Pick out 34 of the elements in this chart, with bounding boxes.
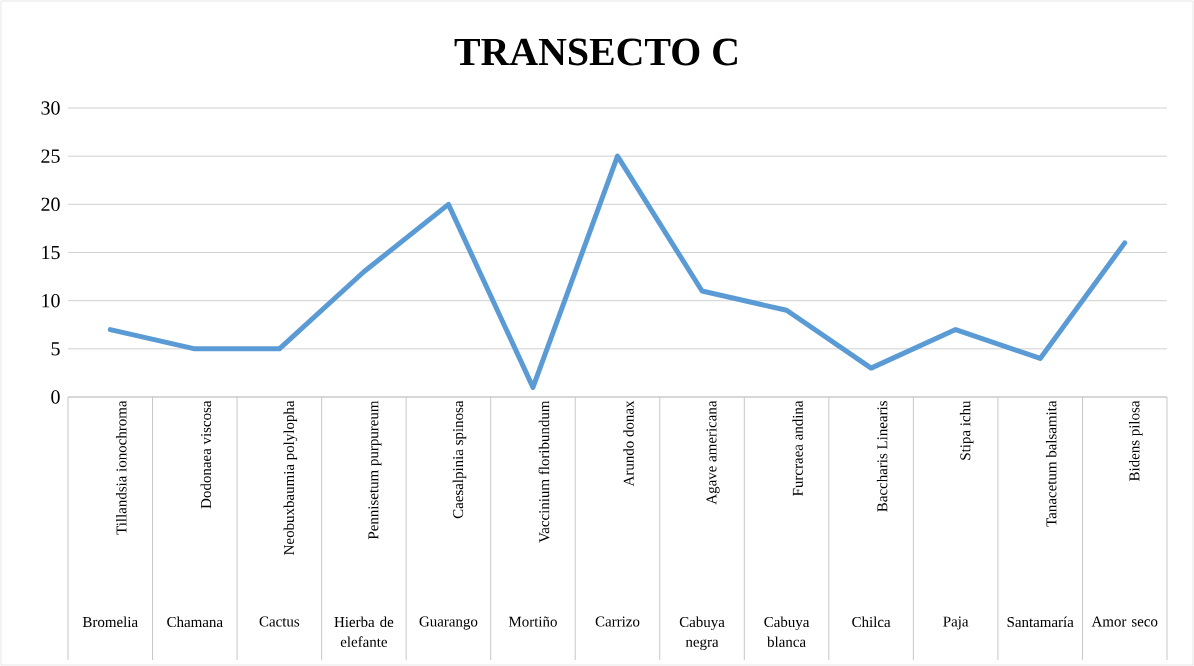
y-tick-label: 5 <box>51 342 60 356</box>
x-tick-label: Arundo donax <box>623 400 634 487</box>
text: Amor seco <box>1091 616 1158 627</box>
y-tick-label: 10 <box>42 293 60 308</box>
x-tick-label: Stipa ichu <box>959 400 974 460</box>
text: Chilca <box>852 616 891 628</box>
x-tick-label: Furcraea andina <box>792 400 803 496</box>
x-tick-label: Bidens pilosa <box>1128 400 1143 482</box>
text: Chamana <box>167 616 223 628</box>
x-tick-label: Agave americana <box>706 400 720 505</box>
x-tick-label: Baccharis Linearis <box>876 401 888 512</box>
text: Paja <box>943 616 969 630</box>
chart-title: TRANSECTO C <box>454 38 737 66</box>
y-tick-label: 30 <box>41 101 60 115</box>
y-tick-label: 20 <box>41 197 60 212</box>
text: Carrizo <box>595 616 640 627</box>
text: Cabuya blanca <box>764 616 810 647</box>
y-tick-label: 25 <box>41 149 60 163</box>
text: Bromelia <box>82 616 138 628</box>
text: Hierba de elefante <box>334 616 394 647</box>
text: Santamaría <box>1007 616 1074 628</box>
text: Cactus <box>259 616 300 627</box>
x-tick-label: Tillandsia ionochroma <box>116 400 127 535</box>
y-tick-label: 15 <box>42 245 60 260</box>
y-tick-label: 0 <box>51 390 60 404</box>
text: Cabuya negra <box>679 616 725 651</box>
x-tick-label: Tanacetum balsamita <box>1045 400 1057 527</box>
text: Mortiño <box>508 616 557 627</box>
x-tick-label: Dodonaea viscosa <box>200 400 212 509</box>
x-tick-label: Pennisetum purpureum <box>368 400 382 540</box>
text: Guarango <box>419 616 478 630</box>
x-tick-label: Vaccinium floribundum <box>538 400 550 543</box>
x-tick-label: Neobuxbaumia polylopha <box>283 400 298 555</box>
x-tick-label: Caesalpinia spinosa <box>452 400 467 519</box>
